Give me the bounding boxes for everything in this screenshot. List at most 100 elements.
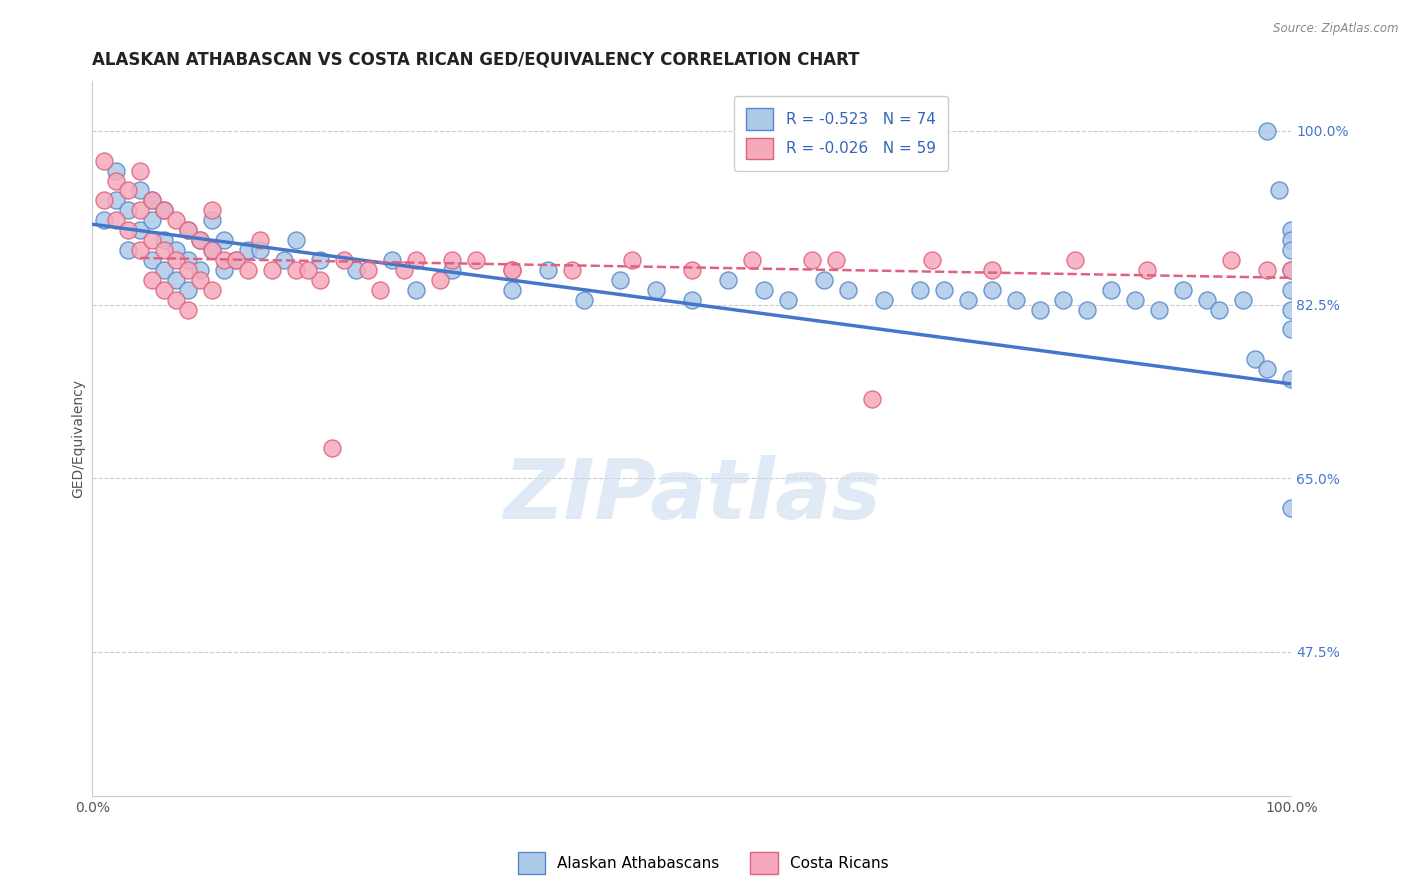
Point [153,243,176,257]
Point [813,273,835,287]
Point [129,223,152,237]
Point [93,194,115,208]
Point [1149,302,1171,317]
Point [177,283,200,297]
Point [309,273,332,287]
Point [405,283,427,297]
Point [1256,124,1278,138]
Point [1268,184,1291,198]
Point [273,252,295,267]
Point [1004,293,1026,307]
Point [620,252,643,267]
Point [285,233,308,247]
Point [837,283,859,297]
Point [309,252,332,267]
Point [188,233,211,247]
Point [117,223,139,237]
Point [333,252,356,267]
Point [188,263,211,277]
Point [129,243,152,257]
Text: ALASKAN ATHABASCAN VS COSTA RICAN GED/EQUIVALENCY CORRELATION CHART: ALASKAN ATHABASCAN VS COSTA RICAN GED/EQ… [93,51,859,69]
Point [141,213,163,227]
Point [105,194,128,208]
Point [165,273,187,287]
Point [117,243,139,257]
Point [776,293,799,307]
Point [980,283,1002,297]
Point [609,273,631,287]
Point [717,273,740,287]
Point [440,263,463,277]
Point [1279,223,1302,237]
Point [260,263,283,277]
Point [141,194,163,208]
Point [561,263,583,277]
Point [824,252,846,267]
Point [405,252,427,267]
Point [1279,283,1302,297]
Point [908,283,931,297]
Point [1125,293,1147,307]
Point [644,283,666,297]
Point [501,263,523,277]
Point [129,203,152,218]
Point [1064,252,1087,267]
Point [225,252,247,267]
Point [177,223,200,237]
Point [1256,263,1278,277]
Point [344,263,367,277]
Point [1232,293,1254,307]
Point [212,252,235,267]
Point [141,273,163,287]
Point [236,263,259,277]
Point [177,263,200,277]
Point [285,263,308,277]
Point [225,252,247,267]
Point [236,243,259,257]
Point [1279,500,1302,515]
Point [932,283,955,297]
Point [201,243,224,257]
Point [440,252,463,267]
Point [980,263,1002,277]
Point [1279,372,1302,386]
Point [141,194,163,208]
Point [1076,302,1098,317]
Point [741,252,763,267]
Point [1136,263,1159,277]
Point [141,233,163,247]
Point [188,273,211,287]
Point [392,263,415,277]
Point [177,223,200,237]
Point [429,273,451,287]
Point [141,252,163,267]
Point [357,263,380,277]
Point [165,293,187,307]
Text: ZIPatlas: ZIPatlas [503,455,880,536]
Point [212,263,235,277]
Point [165,243,187,257]
Point [1256,362,1278,376]
Point [681,263,703,277]
Point [1220,252,1243,267]
Point [93,213,115,227]
Point [177,302,200,317]
Point [956,293,979,307]
Point [165,213,187,227]
Point [501,263,523,277]
Point [153,283,176,297]
Point [249,233,271,247]
Point [537,263,560,277]
Point [464,252,486,267]
Point [1028,302,1050,317]
Point [129,184,152,198]
Text: Source: ZipAtlas.com: Source: ZipAtlas.com [1274,22,1399,36]
Point [297,263,319,277]
Point [1244,352,1267,367]
Point [1101,283,1123,297]
Point [1173,283,1195,297]
Point [117,203,139,218]
Point [860,392,883,406]
Point [1279,233,1302,247]
Point [188,233,211,247]
